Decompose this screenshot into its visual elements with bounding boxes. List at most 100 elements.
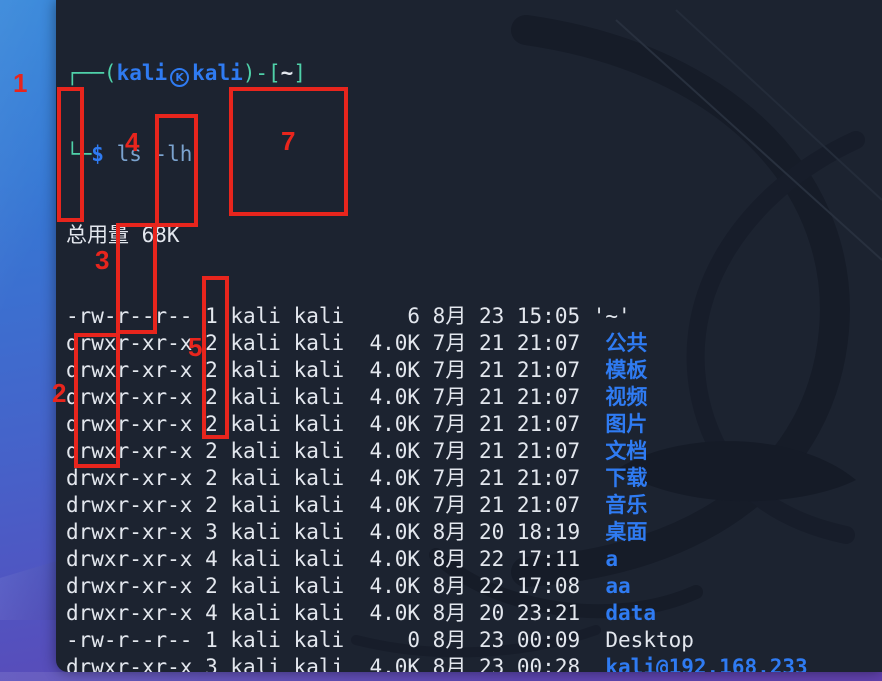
file-name: 下载: [580, 466, 648, 490]
file-owner: kali: [217, 520, 281, 544]
file-group: kali: [280, 547, 345, 571]
link-count: 3: [192, 520, 218, 544]
file-group: kali: [280, 655, 345, 672]
file-owner: kali: [217, 304, 281, 328]
file-owner: kali: [217, 493, 281, 517]
file-row: -rw-r--r-- 1 kali kali 0 8月 23 00:09 Des…: [66, 627, 882, 654]
file-owner: kali: [217, 412, 281, 436]
file-owner: kali: [217, 331, 281, 355]
file-group: kali: [280, 385, 345, 409]
file-owner: kali: [217, 574, 281, 598]
file-name: 公共: [580, 331, 648, 355]
file-group: kali: [280, 493, 345, 517]
file-row: drwxr-xr-x 2 kali kali 4.0K 7月 21 21:07 …: [66, 384, 882, 411]
file-date: 7月 21 21:07: [420, 439, 581, 463]
file-permissions: drwxr-xr-x: [66, 331, 193, 355]
file-name: kali@192.168.233: [580, 655, 808, 672]
prompt-line-2: └─$ ls -lh: [66, 141, 882, 168]
file-permissions: drwxr-xr-x: [66, 520, 193, 544]
file-permissions: drwxr-xr-x: [66, 601, 193, 625]
file-group: kali: [280, 628, 345, 652]
file-permissions: drwxr-xr-x: [66, 574, 193, 598]
file-row: drwxr-xr-x 2 kali kali 4.0K 7月 21 21:07 …: [66, 492, 882, 519]
file-permissions: drwxr-xr-x: [66, 493, 193, 517]
file-date: 8月 20 23:21: [420, 601, 581, 625]
file-name: 视频: [580, 385, 648, 409]
file-date: 7月 21 21:07: [420, 385, 581, 409]
file-group: kali: [280, 358, 345, 382]
file-date: 7月 21 21:07: [420, 466, 581, 490]
file-row: drwxr-xr-x 2 kali kali 4.0K 7月 21 21:07 …: [66, 411, 882, 438]
file-size: 4.0K: [344, 412, 421, 436]
file-row: drwxr-xr-x 2 kali kali 4.0K 7月 21 21:07 …: [66, 357, 882, 384]
file-group: kali: [280, 331, 345, 355]
file-size: 4.0K: [344, 358, 421, 382]
total-line: 总用量 68K: [66, 223, 180, 247]
link-count: 2: [192, 412, 218, 436]
prompt-hostname: kali: [192, 61, 243, 85]
file-name: aa: [580, 574, 631, 598]
file-name: 音乐: [580, 493, 648, 517]
file-date: 7月 21 21:07: [420, 412, 581, 436]
file-size: 4.0K: [344, 547, 421, 571]
file-row: -rw-r--r-- 1 kali kali 6 8月 23 15:05 '~': [66, 303, 882, 330]
file-permissions: drwxr-xr-x: [66, 466, 193, 490]
file-row: drwxr-xr-x 2 kali kali 4.0K 7月 21 21:07 …: [66, 438, 882, 465]
file-name: data: [580, 601, 656, 625]
link-count: 2: [192, 439, 218, 463]
kali-at-icon: K: [170, 68, 190, 87]
link-count: 1: [192, 304, 218, 328]
command-text: ls -lh: [103, 142, 193, 166]
file-size: 4.0K: [344, 574, 421, 598]
file-size: 0: [344, 628, 421, 652]
file-permissions: -rw-r--r--: [66, 304, 193, 328]
file-permissions: drwxr-xr-x: [66, 358, 193, 382]
file-name: Desktop: [580, 628, 694, 652]
prompt-cwd: ~: [280, 61, 294, 85]
file-name: 文档: [580, 439, 648, 463]
link-count: 2: [192, 385, 218, 409]
file-permissions: drwxr-xr-x: [66, 655, 193, 672]
file-owner: kali: [217, 385, 281, 409]
prompt-separator: )-[: [242, 61, 281, 85]
link-count: 2: [192, 358, 218, 382]
file-row: drwxr-xr-x 3 kali kali 4.0K 8月 20 18:19 …: [66, 519, 882, 546]
file-size: 4.0K: [344, 466, 421, 490]
file-permissions: drwxr-xr-x: [66, 385, 193, 409]
file-owner: kali: [217, 601, 281, 625]
file-name: 桌面: [580, 520, 648, 544]
prompt-corner: └─: [66, 142, 92, 166]
file-group: kali: [280, 520, 345, 544]
file-size: 4.0K: [344, 655, 421, 672]
file-name: 模板: [580, 358, 648, 382]
file-row: drwxr-xr-x 2 kali kali 4.0K 7月 21 21:07 …: [66, 465, 882, 492]
file-row: drwxr-xr-x 4 kali kali 4.0K 8月 20 23:21 …: [66, 600, 882, 627]
file-name: a: [580, 547, 619, 571]
file-date: 7月 21 21:07: [420, 331, 581, 355]
link-count: 2: [192, 466, 218, 490]
file-owner: kali: [217, 547, 281, 571]
link-count: 3: [192, 655, 218, 672]
file-group: kali: [280, 439, 345, 463]
file-owner: kali: [217, 439, 281, 463]
file-owner: kali: [217, 358, 281, 382]
file-size: 4.0K: [344, 385, 421, 409]
link-count: 4: [192, 547, 218, 571]
file-date: 8月 20 18:19: [420, 520, 581, 544]
file-row: drwxr-xr-x 3 kali kali 4.0K 8月 23 00:28 …: [66, 654, 882, 672]
file-row: drwxr-xr-x 4 kali kali 4.0K 8月 22 17:11 …: [66, 546, 882, 573]
wallpaper-facet: [0, 672, 882, 681]
wallpaper-facet: [0, 560, 60, 620]
file-row: drwxr-xr-x 2 kali kali 4.0K 7月 21 21:07 …: [66, 330, 882, 357]
prompt-username: kali: [116, 61, 168, 85]
file-group: kali: [280, 601, 345, 625]
file-group: kali: [280, 574, 345, 598]
prompt-dollar: $: [91, 142, 104, 166]
file-group: kali: [280, 304, 345, 328]
file-permissions: drwxr-xr-x: [66, 412, 193, 436]
file-permissions: drwxr-xr-x: [66, 547, 193, 571]
file-size: 4.0K: [344, 493, 421, 517]
